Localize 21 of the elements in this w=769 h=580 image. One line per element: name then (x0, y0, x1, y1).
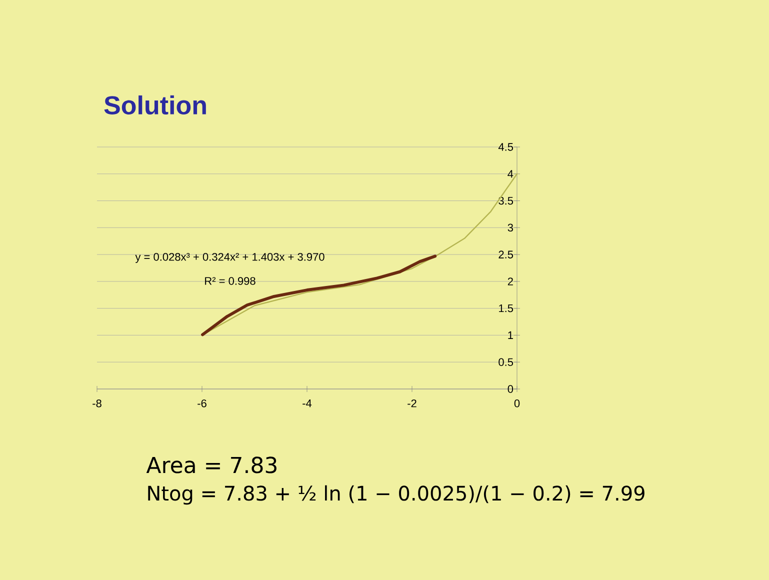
text: Ntog = 7.83 + ½ ln (1 − 0.0025)/(1 − 0.2) = 7.99 (148, 485, 644, 505)
y-tick-label: 3 (508, 224, 514, 232)
x-tick-label: -6 (198, 400, 206, 408)
y-tick-label: 0.5 (498, 358, 514, 366)
text: Area = 7.83 (146, 456, 276, 474)
y-tick-label: 4 (508, 170, 514, 178)
y-tick-label: 4.5 (498, 143, 514, 151)
y-tick-label: 2 (508, 278, 513, 286)
y-tick-label: 1 (508, 331, 513, 339)
x-tick-label: -2 (408, 400, 416, 408)
chart-title: Solution (104, 95, 206, 115)
y-tick-label: 2.5 (498, 250, 514, 258)
y-tick-label: 1.5 (499, 304, 514, 312)
x-tick-label: -8 (92, 400, 102, 408)
annotation: R² = 0.998 (205, 277, 256, 285)
x-tick-label: -4 (302, 400, 312, 408)
annotation: y = 0.028x³ + 0.324x² + 1.403x + 3.970 (135, 253, 324, 263)
line-series (201, 254, 437, 336)
y-tick-label: 3.5 (498, 196, 514, 205)
x-tick-label: 0 (514, 400, 520, 408)
y-tick-label: 0 (508, 385, 514, 393)
